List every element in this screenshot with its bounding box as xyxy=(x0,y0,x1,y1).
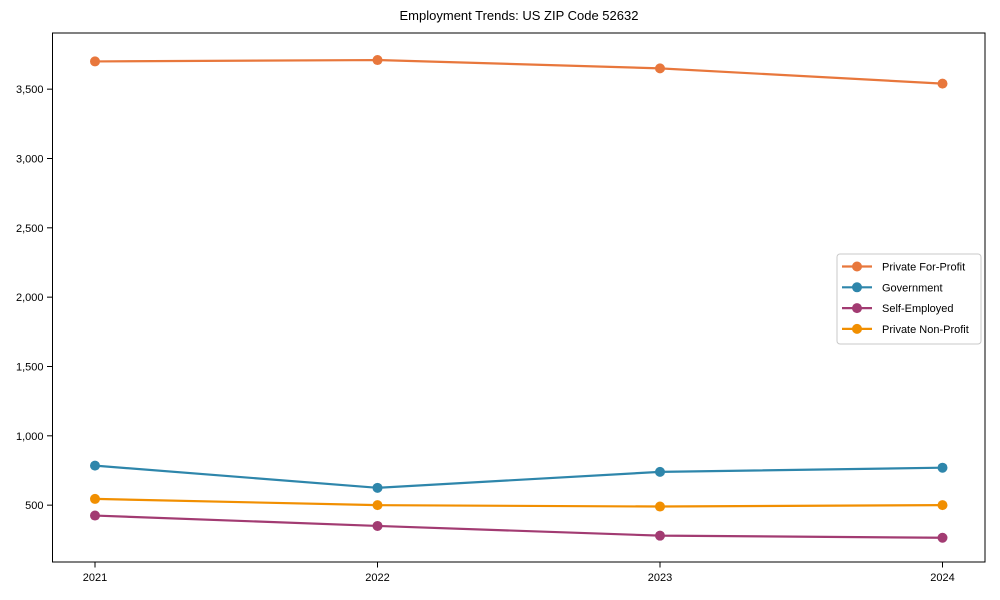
y-tick-label: 3,500 xyxy=(16,84,44,96)
x-tick-label: 2024 xyxy=(930,572,954,584)
series-marker-private-non-profit xyxy=(90,493,100,504)
series-line-private-for-profit xyxy=(94,58,943,85)
series-marker-self-employed xyxy=(90,510,100,521)
series-line-private-non-profit xyxy=(94,497,943,508)
series-line-government xyxy=(94,464,943,489)
legend-item-self-employed: Self-Employed xyxy=(842,303,954,315)
y-tick-label: 500 xyxy=(25,500,43,512)
x-tick-label: 2023 xyxy=(648,572,672,584)
series-marker-self-employed xyxy=(655,530,665,541)
y-tick-label: 1,000 xyxy=(16,431,44,443)
x-tick-label: 2022 xyxy=(365,572,389,584)
legend-swatch-marker xyxy=(852,323,862,334)
legend-item-private-for-profit: Private For-Profit xyxy=(842,261,965,274)
legend-label: Private For-Profit xyxy=(882,262,965,274)
series-marker-self-employed xyxy=(937,532,948,543)
series-marker-private-for-profit xyxy=(372,55,383,66)
series-marker-government xyxy=(655,466,665,477)
legend-label: Government xyxy=(882,282,943,294)
x-tick-label: 2021 xyxy=(83,572,107,584)
series-marker-private-for-profit xyxy=(937,78,948,89)
series-marker-private-for-profit xyxy=(655,63,665,74)
legend-label: Self-Employed xyxy=(882,303,954,315)
series-marker-government xyxy=(90,460,100,471)
series-marker-private-for-profit xyxy=(90,56,100,67)
legend-swatch-marker xyxy=(852,261,862,272)
series-marker-private-non-profit xyxy=(372,500,383,511)
legend-swatch-marker xyxy=(852,282,862,293)
legend-item-government: Government xyxy=(842,282,943,294)
y-tick-label: 3,000 xyxy=(16,153,44,165)
plot-area: 500 1,000 1,500 2,000 2,500 3,000 3,500 2021 202… xyxy=(16,32,986,584)
chart-title: Employment Trends: US ZIP Code 52632 xyxy=(400,8,639,23)
y-tick-label: 1,500 xyxy=(16,361,44,373)
y-tick-label: 2,500 xyxy=(16,223,44,235)
series-marker-self-employed xyxy=(372,520,383,531)
series-marker-government xyxy=(372,482,383,493)
legend: Private For-Profit Government Self-Employe… xyxy=(836,253,982,345)
series-marker-private-non-profit xyxy=(937,500,948,511)
y-tick-label: 2,000 xyxy=(16,292,44,304)
legend-box xyxy=(836,253,982,345)
series-line-self-employed xyxy=(94,514,943,539)
legend-label: Private Non-Profit xyxy=(882,324,969,336)
series-marker-private-non-profit xyxy=(655,501,665,512)
series-marker-government xyxy=(937,462,948,473)
legend-item-private-non-profit: Private Non-Profit xyxy=(842,323,969,336)
legend-swatch-marker xyxy=(852,303,862,314)
